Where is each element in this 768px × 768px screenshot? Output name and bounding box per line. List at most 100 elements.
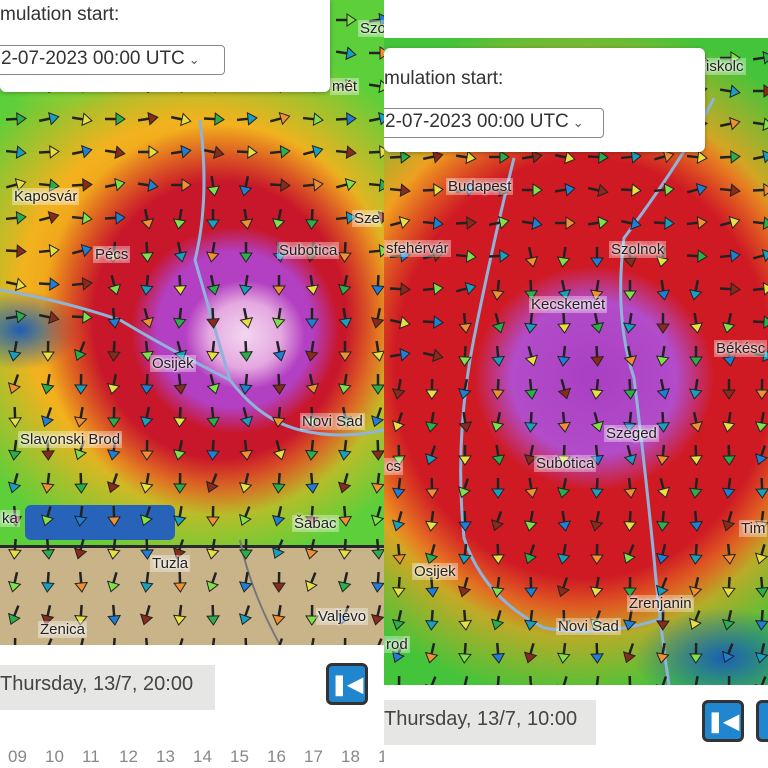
hour-tick[interactable]: 14 <box>193 747 212 766</box>
wind-arrow <box>457 478 472 499</box>
wind-arrow <box>205 340 220 362</box>
wind-arrow <box>557 411 572 433</box>
wind-arrow <box>721 511 736 532</box>
city-label: Pécs <box>93 246 131 263</box>
wind-arrow <box>139 373 154 395</box>
hour-timeline[interactable]: 09 10 11 12 13 14 15 16 17 18 1 <box>8 747 384 767</box>
wind-arrow <box>368 243 384 258</box>
wind-arrow <box>554 182 576 197</box>
city-label: cs <box>384 458 403 475</box>
hour-tick[interactable]: 16 <box>267 747 286 766</box>
wind-arrow <box>41 538 56 560</box>
wind-arrow <box>272 340 287 362</box>
wind-arrow <box>623 544 636 565</box>
wind-arrow <box>722 444 736 466</box>
wind-arrow <box>557 378 572 400</box>
wind-arrow <box>368 210 384 225</box>
simulation-start-select[interactable]: 2-07-2023 00:00 UTC ⌄ <box>0 45 225 75</box>
wind-arrow <box>371 439 384 461</box>
wind-arrow <box>304 340 319 362</box>
wind-arrow <box>557 279 572 301</box>
wind-arrow <box>689 346 703 367</box>
wind-arrow <box>556 543 571 565</box>
wind-arrow <box>104 145 126 160</box>
hour-tick[interactable]: 1 <box>378 747 384 766</box>
wind-arrow <box>622 510 637 532</box>
skip-to-start-button[interactable]: ❚◀ <box>702 700 744 742</box>
skip-to-start-button[interactable]: ❚◀ <box>326 663 368 705</box>
wind-arrow <box>205 538 220 560</box>
wind-arrow <box>721 312 736 334</box>
wind-arrow <box>587 183 609 198</box>
wind-arrow <box>595 675 600 685</box>
wind-arrow <box>337 373 352 395</box>
city-label: Osijek <box>412 563 458 580</box>
wind-arrow <box>203 145 225 160</box>
wind-arrow <box>106 340 121 362</box>
wind-arrow <box>490 610 505 631</box>
wind-arrow <box>337 571 352 593</box>
wind-arrow <box>719 248 741 263</box>
previous-button[interactable] <box>756 700 768 742</box>
hour-tick[interactable]: 09 <box>8 747 27 766</box>
wind-arrow <box>272 539 285 560</box>
wind-arrow <box>727 675 731 685</box>
hour-tick[interactable]: 12 <box>119 747 138 766</box>
hour-tick[interactable]: 15 <box>230 747 249 766</box>
wind-arrow <box>458 609 473 631</box>
wind-arrow <box>653 216 675 231</box>
wind-arrow <box>336 13 357 27</box>
wind-arrow <box>206 209 220 230</box>
wind-arrow <box>455 215 477 230</box>
wind-arrow <box>488 215 510 230</box>
wind-arrow <box>305 373 320 395</box>
wind-arrow <box>523 643 538 664</box>
hour-tick[interactable]: 13 <box>156 747 175 766</box>
wind-arrow <box>304 208 319 230</box>
hour-tick[interactable]: 11 <box>82 747 100 766</box>
wind-arrow <box>269 144 291 159</box>
wind-arrow <box>335 111 357 126</box>
wind-arrow <box>271 307 286 329</box>
wind-arrow <box>206 274 221 296</box>
wind-arrow <box>556 246 571 268</box>
wind-arrow <box>457 543 472 565</box>
hour-tick[interactable]: 10 <box>45 747 64 766</box>
wind-arrow <box>491 312 506 334</box>
hour-tick[interactable]: 17 <box>304 747 323 766</box>
city-label: mét <box>330 78 360 95</box>
hour-tick[interactable]: 18 <box>341 747 360 766</box>
wind-arrow <box>106 538 121 560</box>
wind-arrow <box>371 340 384 362</box>
wind-arrow <box>206 505 220 527</box>
wind-arrow <box>5 111 27 126</box>
wind-arrow <box>244 637 248 645</box>
wind-arrow <box>623 280 637 301</box>
forecast-time-label: Thursday, 13/7, 20:00 <box>0 665 215 710</box>
wind-arrow <box>719 215 741 230</box>
wind-arrow <box>238 373 253 395</box>
city-label: sfehérvár <box>384 240 451 257</box>
wind-arrow <box>271 505 286 527</box>
wind-arrow <box>238 571 253 593</box>
wind-arrow <box>754 544 768 565</box>
simulation-start-value: 2-07-2023 00:00 UTC <box>385 111 569 132</box>
wind-arrow <box>338 341 352 362</box>
wind-arrow <box>424 510 439 532</box>
wind-arrow <box>239 208 254 230</box>
wind-arrow <box>655 510 670 532</box>
wind-arrow <box>523 444 538 466</box>
wind-arrow <box>457 577 472 598</box>
city-label: Szeged <box>604 425 659 442</box>
wind-arrow <box>140 208 155 230</box>
wind-map[interactable]: Szo mét Kaposvár Pécs Subotica Sze Osije… <box>0 0 384 645</box>
wind-arrow <box>722 379 736 400</box>
wind-arrow <box>491 543 505 565</box>
wind-arrow <box>74 472 88 494</box>
wind-arrow <box>269 111 291 126</box>
wind-arrow <box>490 378 505 400</box>
simulation-start-select[interactable]: 2-07-2023 00:00 UTC ⌄ <box>384 108 604 138</box>
wind-arrow <box>271 472 286 494</box>
wind-arrow <box>392 444 406 466</box>
wind-arrow <box>71 310 93 325</box>
